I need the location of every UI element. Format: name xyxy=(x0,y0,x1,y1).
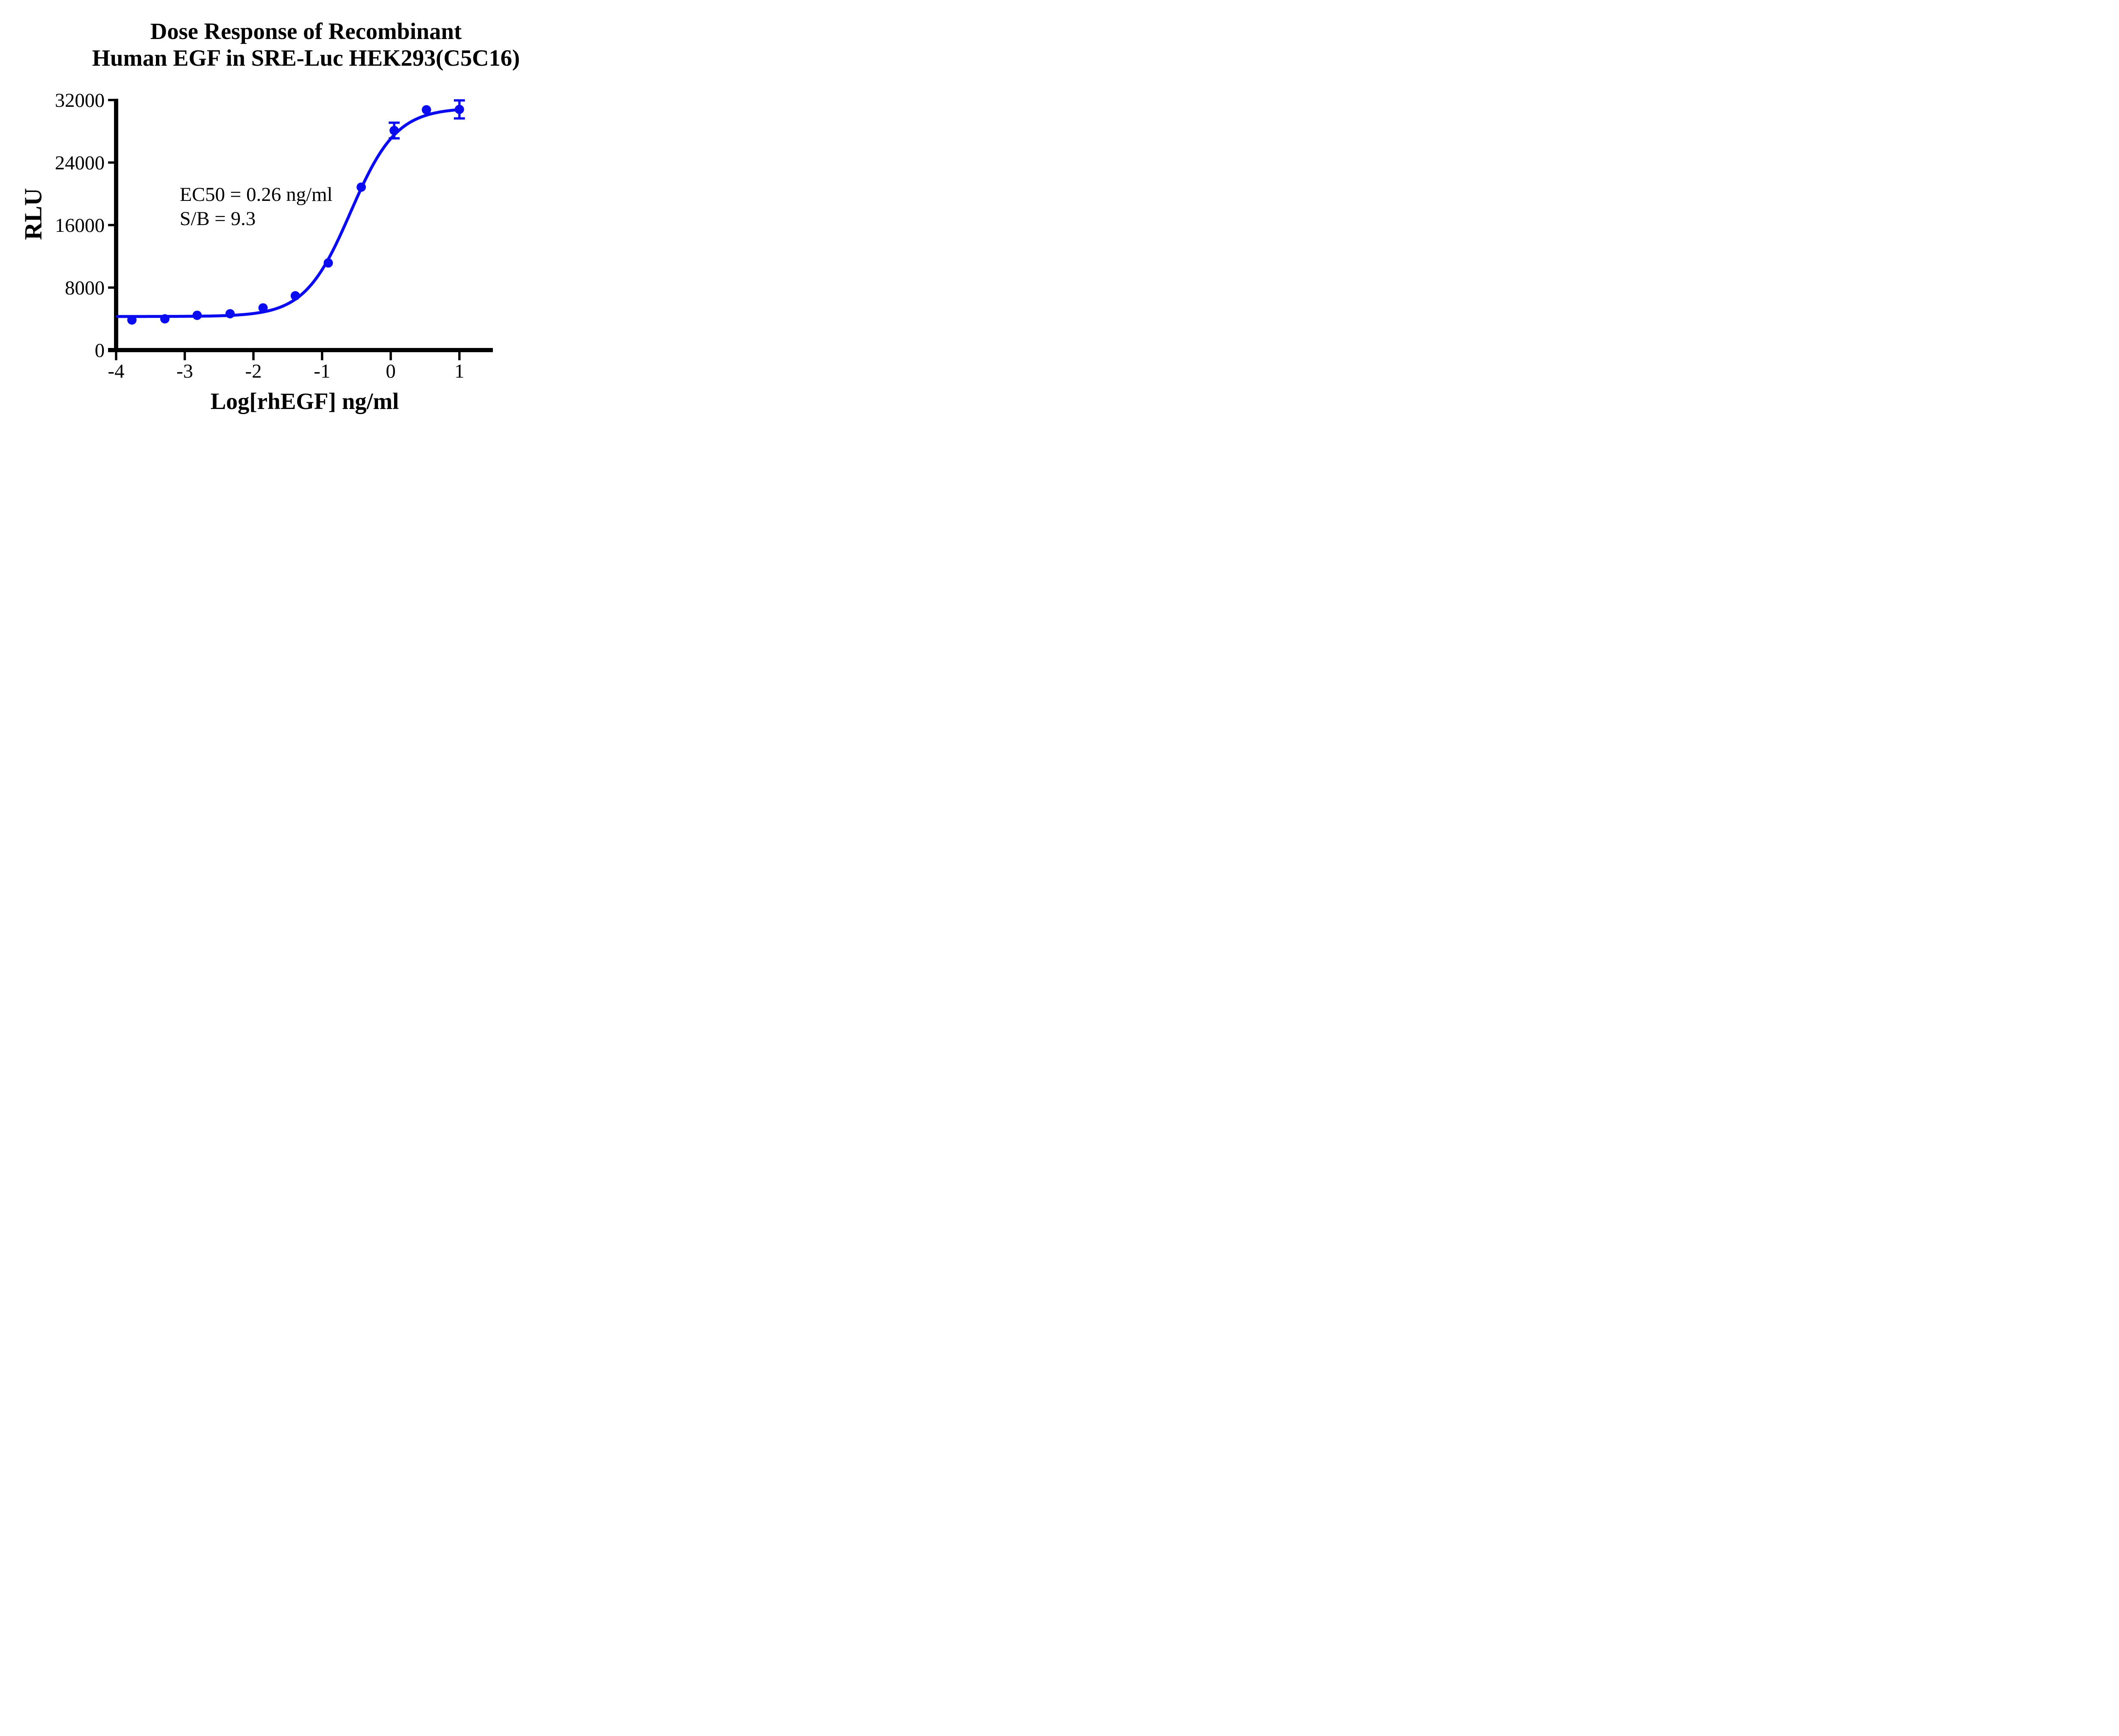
data-point-marker xyxy=(356,182,366,192)
dose-response-figure: Dose Response of Recombinant Human EGF i… xyxy=(0,0,552,434)
data-point-marker xyxy=(258,303,268,313)
chart-title: Dose Response of Recombinant Human EGF i… xyxy=(92,18,520,71)
data-point-marker xyxy=(160,314,170,324)
fit-annotation: EC50 = 0.26 ng/ml S/B = 9.3 xyxy=(180,183,333,231)
y-tick xyxy=(108,99,116,101)
data-point-marker xyxy=(290,291,300,300)
data-point-marker xyxy=(127,315,137,325)
data-point-marker xyxy=(422,105,431,115)
x-tick-label: 1 xyxy=(454,360,464,382)
ec50-value-text: EC50 = 0.26 ng/ml xyxy=(180,184,333,206)
x-axis-line xyxy=(108,348,493,352)
data-point-marker xyxy=(225,309,235,319)
plot-area: 0 8000 16000 24000 32000 -4 -3 -2 -1 0 1 xyxy=(55,89,493,382)
x-tick xyxy=(458,352,461,360)
fit-curve-path xyxy=(116,108,461,318)
y-tick-label: 24000 xyxy=(55,152,105,174)
data-point-marker xyxy=(455,105,464,114)
y-tick-label: 16000 xyxy=(55,214,105,236)
x-tick xyxy=(115,352,117,360)
y-tick xyxy=(108,161,116,164)
y-tick-label: 32000 xyxy=(55,89,105,111)
y-tick xyxy=(108,286,116,289)
x-tick xyxy=(321,352,323,360)
x-tick-label: -4 xyxy=(108,360,124,382)
x-tick xyxy=(389,352,392,360)
chart-title-line1: Dose Response of Recombinant xyxy=(150,18,462,44)
x-tick-label: -3 xyxy=(176,360,193,382)
data-point-marker xyxy=(389,125,399,135)
data-point-marker xyxy=(323,258,333,268)
chart-title-line2: Human EGF in SRE-Luc HEK293(C5C16) xyxy=(92,45,520,71)
x-tick-label: 0 xyxy=(386,360,396,382)
data-point-marker xyxy=(192,310,202,320)
x-tick xyxy=(184,352,186,360)
x-axis-label: Log[rhEGF] ng/ml xyxy=(210,388,399,414)
signal-to-background-text: S/B = 9.3 xyxy=(180,208,256,230)
x-tick-label: -1 xyxy=(314,360,330,382)
y-tick xyxy=(108,349,116,351)
y-tick-label: 8000 xyxy=(65,277,105,299)
y-tick xyxy=(108,224,116,226)
x-tick-label: -2 xyxy=(245,360,261,382)
y-tick-label: 0 xyxy=(95,339,105,362)
x-tick xyxy=(252,352,255,360)
